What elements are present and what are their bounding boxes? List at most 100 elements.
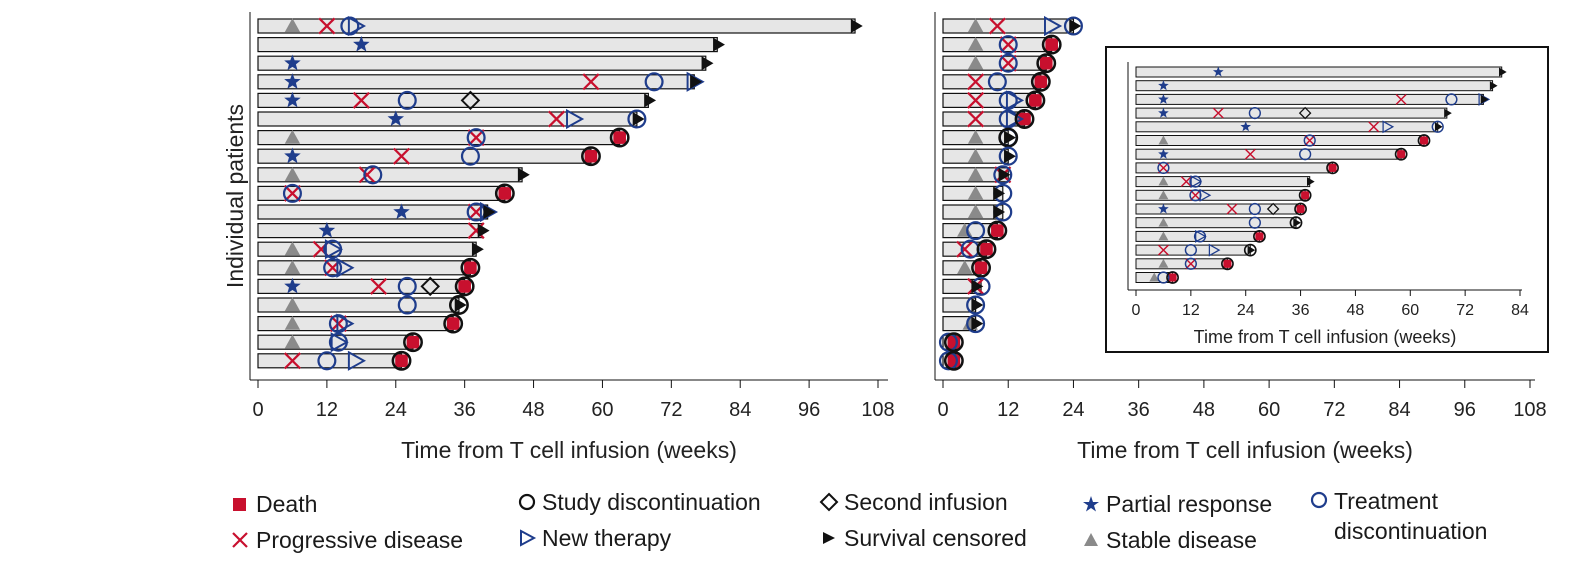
patient-row — [257, 201, 499, 223]
marker-treatment — [644, 72, 664, 92]
marker-progressive — [1189, 189, 1201, 201]
marker-partial — [284, 54, 301, 71]
patient-row — [1135, 92, 1491, 106]
marker-treatment — [397, 276, 417, 296]
marker-progressive — [467, 129, 485, 147]
marker-progressive — [283, 352, 301, 370]
patient-row — [942, 295, 986, 315]
marker-partial — [393, 203, 410, 220]
marker-treatment — [1299, 148, 1312, 161]
marker-partial — [1158, 80, 1169, 91]
marker-censored — [1247, 245, 1256, 255]
patient-bar — [942, 36, 1053, 53]
x-tick-label: 36 — [454, 399, 476, 421]
marker-partial — [1240, 121, 1252, 132]
marker-stable — [284, 167, 301, 181]
patient-row — [942, 183, 1013, 203]
marker-censored — [483, 205, 496, 219]
marker-censored — [632, 112, 645, 126]
marker-death — [1328, 163, 1337, 172]
marker-progressive — [999, 36, 1017, 54]
patient-row — [1135, 216, 1303, 230]
marker-treatment — [993, 165, 1013, 185]
patient-row — [257, 313, 464, 334]
marker-progressive — [967, 73, 985, 91]
patient-row — [942, 202, 1013, 222]
marker-progressive — [318, 17, 336, 35]
marker-treatment — [282, 183, 302, 203]
marker-stable — [284, 315, 301, 330]
marker-death — [947, 354, 961, 368]
marker-study — [460, 257, 481, 278]
patient-bar — [1135, 148, 1402, 160]
patient-row — [942, 257, 991, 278]
patient-row — [1135, 271, 1179, 284]
marker-new_therapy — [686, 71, 705, 92]
patient-bar — [1135, 230, 1260, 242]
marker-death — [1039, 56, 1053, 70]
patient-row — [1135, 106, 1452, 120]
patient-row — [1135, 257, 1234, 271]
marker-study — [1243, 243, 1257, 257]
x-tick-label: 12 — [316, 399, 338, 421]
marker-censored — [701, 56, 714, 71]
marker-death — [1296, 204, 1305, 214]
chart-panel-right: 0 12 24 36 48 60 72 84 96 108 Time from T cell inf… — [934, 12, 1547, 463]
marker-death — [1029, 94, 1042, 107]
patient-row — [257, 127, 630, 148]
marker-treatment — [466, 128, 486, 148]
marker-study — [1036, 53, 1057, 74]
x-tick-label: 0 — [937, 399, 948, 421]
marker-stable — [967, 185, 984, 200]
marker-treatment — [1157, 271, 1170, 284]
marker-study — [1326, 161, 1339, 175]
patient-row — [942, 314, 986, 334]
marker-new_therapy — [566, 108, 585, 130]
patient-row — [257, 165, 530, 185]
marker-treatment — [317, 351, 337, 371]
marker-censored — [1293, 218, 1301, 228]
marker-treatment — [987, 72, 1007, 92]
marker-study — [581, 146, 601, 167]
patient-row — [257, 71, 705, 92]
chart-panel-left: 0 12 24 36 48 60 72 84 96 108 Time from T cell inf… — [222, 12, 895, 463]
x-tick-label: 96 — [798, 399, 820, 421]
x-tick-label: 72 — [1456, 302, 1474, 319]
patient-bar — [257, 36, 718, 53]
marker-censored — [690, 74, 702, 89]
marker-partial — [1158, 203, 1169, 214]
marker-treatment — [938, 332, 958, 352]
marker-new_therapy — [1382, 120, 1395, 134]
patient-row — [942, 90, 1046, 111]
marker-death — [446, 317, 460, 330]
marker-treatment — [627, 109, 647, 129]
patient-bar — [257, 74, 695, 90]
marker-treatment — [1184, 243, 1197, 257]
marker-censored — [1069, 19, 1082, 33]
marker-death — [991, 224, 1004, 237]
patient-row — [938, 350, 964, 371]
marker-treatment — [1157, 161, 1170, 175]
marker-stable — [284, 241, 301, 256]
x-tick-label: 60 — [1401, 302, 1419, 319]
marker-censored — [713, 37, 725, 52]
marker-study — [1030, 71, 1051, 92]
marker-stable — [1158, 258, 1169, 268]
patient-row — [942, 53, 1057, 74]
patient-row — [942, 165, 1013, 185]
marker-treatment — [1445, 93, 1458, 106]
marker-stable — [1158, 176, 1169, 186]
x-tick-label: 48 — [1347, 302, 1365, 319]
patient-row — [942, 276, 991, 296]
x-tick-label: 72 — [1323, 399, 1345, 421]
patient-bar — [1135, 107, 1448, 119]
x-tick-label: 60 — [591, 399, 613, 421]
marker-death — [1301, 191, 1310, 200]
marker-censored — [454, 298, 467, 312]
marker-censored — [1307, 177, 1315, 187]
marker-progressive — [1395, 93, 1407, 105]
marker-death — [1397, 150, 1406, 159]
marker-study — [403, 332, 423, 353]
patient-row — [257, 90, 657, 111]
marker-partial — [284, 73, 301, 89]
